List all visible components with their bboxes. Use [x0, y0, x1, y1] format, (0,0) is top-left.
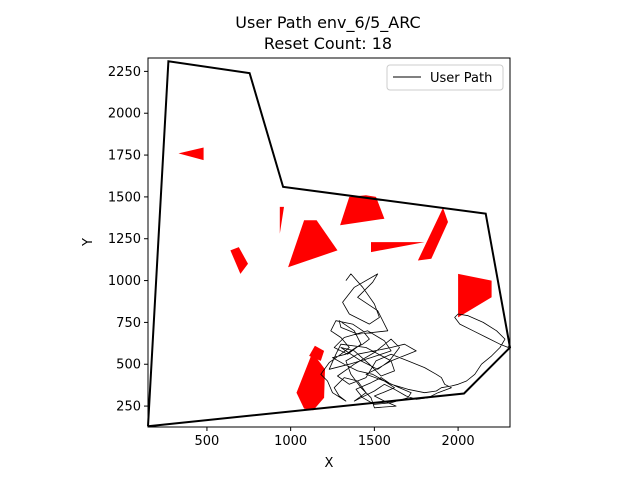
plot-area: [147, 60, 512, 428]
obstacle-4: [230, 247, 248, 274]
x-tick-label-500: 500: [195, 434, 220, 449]
chart-title-line2: Reset Count: 18: [264, 34, 392, 53]
y-tick-label-1000: 1000: [108, 274, 141, 289]
y-tick-label-1250: 1250: [108, 232, 141, 247]
obstacle-8: [458, 273, 492, 318]
legend-box: [386, 64, 504, 91]
y-tick-label-500: 500: [116, 358, 141, 373]
chart-title-line1: User Path env_6/5_ARC: [235, 13, 420, 33]
axis-ticks: 500 1000 1500 2000 250 500 750 1000 1250 1500 1750…: [108, 65, 475, 449]
x-axis-label: X: [325, 456, 334, 471]
legend-label-user-path: User Path: [430, 71, 492, 86]
y-tick-label-1500: 1500: [108, 190, 141, 205]
obstacle-2: [279, 206, 284, 234]
y-axis-label: Y: [81, 238, 96, 247]
obstacle-1: [178, 147, 204, 161]
obstacle-6: [371, 242, 425, 253]
obstacle-10: [309, 345, 325, 361]
obstacle-7: [417, 207, 448, 261]
obstacle-5: [340, 195, 385, 226]
y-tick-label-2000: 2000: [108, 107, 141, 122]
y-tick-label-750: 750: [116, 316, 141, 331]
x-tick-label-1500: 1500: [358, 434, 391, 449]
x-tick-label-2000: 2000: [442, 434, 475, 449]
obstacle-9: [296, 352, 325, 411]
axes-frame: [147, 57, 511, 428]
legend: User Path: [386, 64, 504, 91]
obstacle-3: [288, 220, 338, 268]
y-tick-label-250: 250: [116, 400, 141, 415]
boundary-line: [147, 60, 512, 428]
y-tick-label-1750: 1750: [108, 149, 141, 164]
y-tick-label-2250: 2250: [108, 65, 141, 80]
x-tick-label-1000: 1000: [274, 434, 307, 449]
series-line-user-path: [320, 273, 509, 409]
